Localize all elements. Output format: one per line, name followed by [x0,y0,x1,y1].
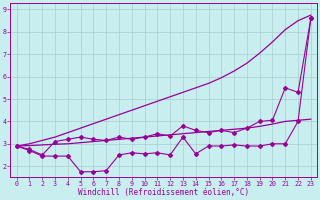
X-axis label: Windchill (Refroidissement éolien,°C): Windchill (Refroidissement éolien,°C) [78,188,249,197]
